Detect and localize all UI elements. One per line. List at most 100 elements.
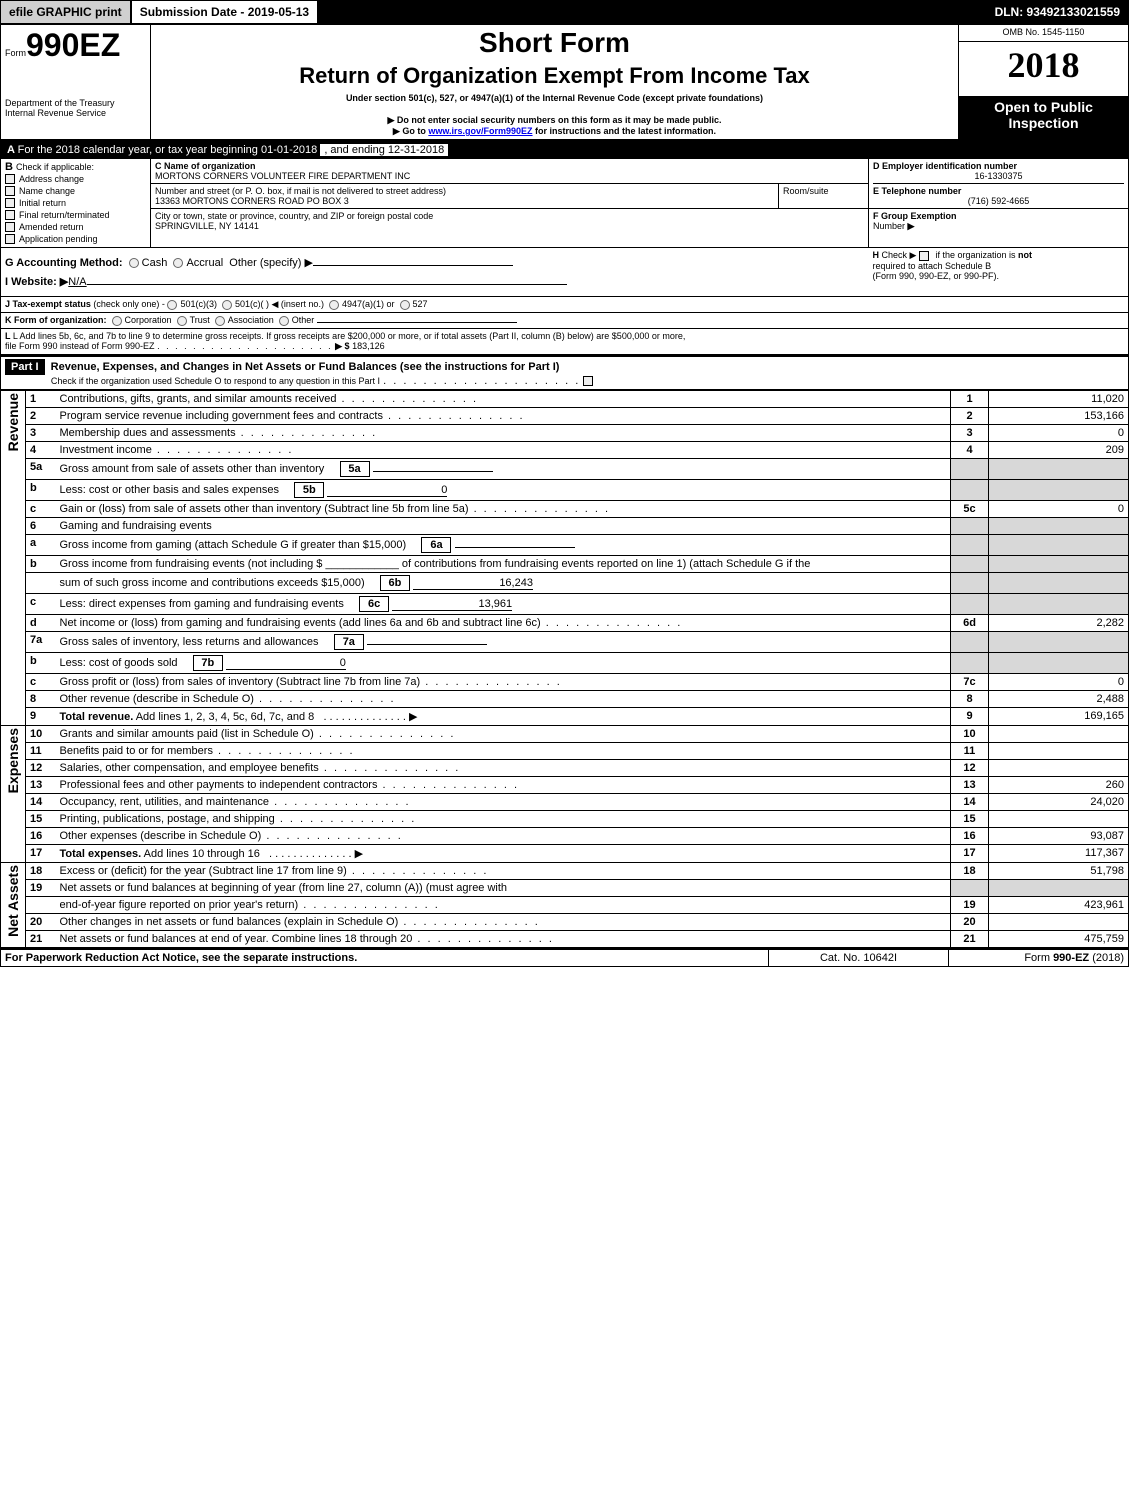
- line-desc: Other revenue (describe in Schedule O): [56, 690, 951, 707]
- radio-other-org[interactable]: [279, 316, 289, 326]
- checkbox-final-return[interactable]: [5, 210, 15, 220]
- line-amount: 209: [989, 441, 1129, 458]
- k-other-input[interactable]: [317, 322, 517, 323]
- goto-line: ▶ Go to www.irs.gov/Form990EZ for instru…: [155, 126, 954, 137]
- checkbox-schedule-b[interactable]: [919, 251, 929, 261]
- line-desc: Other changes in net assets or fund bala…: [56, 913, 951, 930]
- grey-cell: [951, 458, 989, 479]
- goto-prefix: ▶ Go to: [393, 126, 428, 136]
- checkbox-amended-return[interactable]: [5, 222, 15, 232]
- grey-cell: [989, 458, 1129, 479]
- radio-corporation[interactable]: [112, 316, 122, 326]
- line-box: 10: [951, 725, 989, 742]
- radio-accrual[interactable]: [173, 258, 183, 268]
- sub-line-box: 7a: [334, 634, 364, 650]
- d-label: D Employer identification number: [873, 161, 1124, 171]
- line-desc: Less: direct expenses from gaming and fu…: [56, 593, 951, 614]
- grey-cell: [989, 555, 1129, 572]
- sub-line-box: 6b: [380, 575, 410, 591]
- room-cell: Room/suite: [779, 184, 869, 209]
- line-number: 1: [26, 390, 56, 407]
- line-number: 4: [26, 441, 56, 458]
- grey-cell: [989, 631, 1129, 652]
- b-address: Address change: [19, 174, 84, 184]
- line-number: 8: [26, 690, 56, 707]
- table-row: Revenue1Contributions, gifts, grants, an…: [1, 390, 1129, 407]
- line-desc: Net assets or fund balances at beginning…: [56, 879, 951, 896]
- goto-link[interactable]: www.irs.gov/Form990EZ: [428, 126, 532, 136]
- line-box: 8: [951, 690, 989, 707]
- table-row: aGross income from gaming (attach Schedu…: [1, 534, 1129, 555]
- line-box: 4: [951, 441, 989, 458]
- line-amount: 117,367: [989, 844, 1129, 862]
- e-phone: (716) 592-4665: [873, 196, 1124, 206]
- radio-trust[interactable]: [177, 316, 187, 326]
- checkbox-name-change[interactable]: [5, 186, 15, 196]
- table-row: 7aGross sales of inventory, less returns…: [1, 631, 1129, 652]
- radio-4947[interactable]: [329, 300, 339, 310]
- part1-title: Revenue, Expenses, and Changes in Net As…: [51, 361, 560, 373]
- form-number-cell: Form990EZ: [1, 25, 151, 97]
- line-number: 10: [26, 725, 56, 742]
- expenses-vlabel: Expenses: [5, 728, 21, 793]
- line-box: 18: [951, 862, 989, 879]
- sub-amount: 13,961: [392, 598, 512, 611]
- line-box: 19: [951, 896, 989, 913]
- radio-501c[interactable]: [222, 300, 232, 310]
- grey-cell: [951, 479, 989, 500]
- b-pending: Application pending: [19, 234, 98, 244]
- line-number: 2: [26, 407, 56, 424]
- line-desc: Net assets or fund balances at end of ye…: [56, 930, 951, 947]
- line-box: 3: [951, 424, 989, 441]
- radio-501c3[interactable]: [167, 300, 177, 310]
- j-label: J Tax-exempt status: [5, 299, 91, 309]
- b-final: Final return/terminated: [19, 210, 110, 220]
- checkbox-initial-return[interactable]: [5, 198, 15, 208]
- revenue-vlabel: Revenue: [5, 393, 21, 451]
- i-label: I Website: ▶: [5, 276, 68, 288]
- k-corp: Corporation: [125, 315, 172, 325]
- table-row: 11Benefits paid to or for members11: [1, 742, 1129, 759]
- radio-527[interactable]: [400, 300, 410, 310]
- table-row: cLess: direct expenses from gaming and f…: [1, 593, 1129, 614]
- radio-association[interactable]: [215, 316, 225, 326]
- line-desc: Gross amount from sale of assets other t…: [56, 458, 951, 479]
- f-label2: Number: [873, 221, 905, 231]
- g-other-input[interactable]: [313, 265, 513, 266]
- form-ref: Form 990-EZ (2018): [949, 949, 1129, 967]
- line-a-text: For the 2018 calendar year, or tax year …: [18, 144, 318, 156]
- g-accrual: Accrual: [186, 257, 223, 269]
- line-amount: [989, 742, 1129, 759]
- j-4947: 4947(a)(1) or: [342, 299, 395, 309]
- line-box: 13: [951, 776, 989, 793]
- k-label: K Form of organization:: [5, 315, 107, 325]
- city-cell: City or town, state or province, country…: [151, 209, 869, 248]
- table-row: cGain or (loss) from sale of assets othe…: [1, 500, 1129, 517]
- d-ein: 16-1330375: [873, 171, 1124, 181]
- part1-check-dots: [383, 375, 580, 387]
- checkbox-schedule-o[interactable]: [583, 376, 593, 386]
- checkbox-address-change[interactable]: [5, 174, 15, 184]
- no-ssn-note: ▶ Do not enter social security numbers o…: [155, 115, 954, 126]
- grey-cell: [989, 517, 1129, 534]
- checkbox-application-pending[interactable]: [5, 234, 15, 244]
- g-label: G Accounting Method:: [5, 257, 123, 269]
- line-number: 17: [26, 844, 56, 862]
- line-desc: Benefits paid to or for members: [56, 742, 951, 759]
- radio-cash[interactable]: [129, 258, 139, 268]
- line-desc: Gross income from fundraising events (no…: [56, 555, 951, 572]
- table-row: bLess: cost or other basis and sales exp…: [1, 479, 1129, 500]
- grey-cell: [951, 593, 989, 614]
- line-desc: Gross profit or (loss) from sales of inv…: [56, 673, 951, 690]
- grey-cell: [989, 879, 1129, 896]
- grey-cell: [951, 879, 989, 896]
- line-number: 15: [26, 810, 56, 827]
- footer-table: For Paperwork Reduction Act Notice, see …: [0, 948, 1129, 967]
- line-amount: 0: [989, 500, 1129, 517]
- sub-line-box: 6a: [421, 537, 451, 553]
- efile-print-button[interactable]: efile GRAPHIC print: [1, 1, 132, 23]
- line-number: 21: [26, 930, 56, 947]
- section-d-e: D Employer identification number 16-1330…: [869, 159, 1129, 209]
- sub-amount: [373, 471, 493, 472]
- section-l: L L Add lines 5b, 6c, and 7b to line 9 t…: [1, 328, 1129, 355]
